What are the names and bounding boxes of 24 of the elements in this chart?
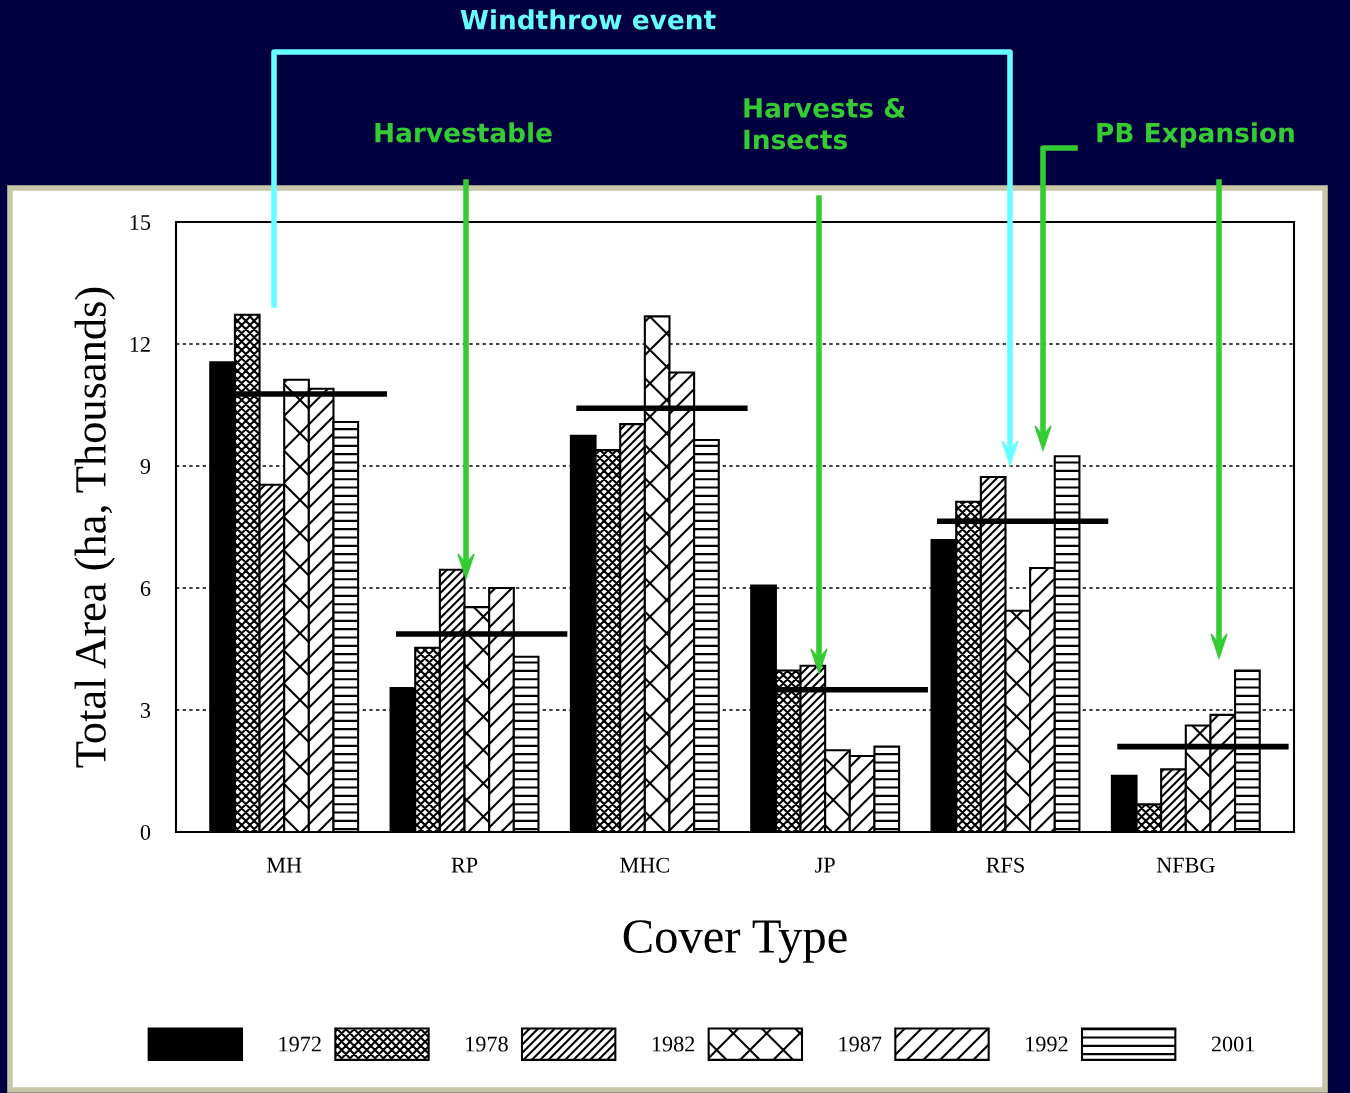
x-tick-label: RP [451,857,478,873]
y-tick-label: 0 [140,824,151,840]
text: Windthrow event [460,9,716,30]
x-tick-label: NFBG [1156,857,1215,873]
legend-label: 1987 [839,1036,882,1052]
y-tick-label: 9 [140,458,151,474]
y-tick-label: 3 [140,702,151,718]
y-tick-label: 15 [130,215,151,230]
text: Harvests & Insects [744,97,906,150]
legend-label: 1978 [466,1036,508,1052]
y-tick-label: 6 [140,580,151,596]
text: Harvestable [375,122,552,143]
text: PB Expansion [1097,122,1294,148]
x-tick-label: MH [266,857,302,873]
legend-label: 1992 [1026,1036,1068,1052]
legend-label: 1982 [652,1036,695,1052]
x-tick-label: JP [815,857,835,873]
y-tick-label: 12 [130,336,150,352]
legend-label: 1972 [279,1036,321,1052]
x-tick-label: MHC [620,857,669,873]
x-tick-label: RFS [986,857,1024,873]
legend-label: 2001 [1211,1036,1254,1052]
x-axis-title: Cover Type [623,920,847,963]
y-axis-title: Total Area (ha, Thousands) [74,287,115,768]
